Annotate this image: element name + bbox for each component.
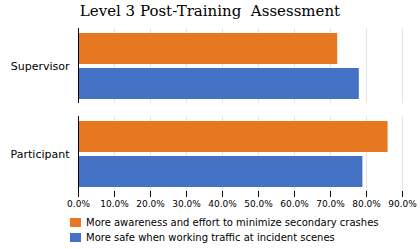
html-text:More safe when working traffic: More safe when working traffic at incide… — [86, 232, 335, 243]
svg-text:Participant: Participant — [11, 148, 71, 161]
svg-text:60.0%: 60.0% — [280, 199, 309, 209]
svg-text:90.0%: 90.0% — [388, 199, 417, 209]
html-text:More awareness and effort to m: More awareness and effort to minimize se… — [86, 217, 379, 228]
html-text:Level 3 Post-Training Assessme: Level 3 Post-Training Assessment — [79, 2, 341, 20]
svg-text:70.0%: 70.0% — [316, 199, 345, 209]
svg-text:0.0%: 0.0% — [67, 199, 90, 209]
svg-text:10.0%: 10.0% — [100, 199, 129, 209]
svg-text:20.0%: 20.0% — [136, 199, 165, 209]
svg-text:50.0%: 50.0% — [244, 199, 273, 209]
svg-text:40.0%: 40.0% — [208, 199, 237, 209]
svg-text:30.0%: 30.0% — [172, 199, 201, 209]
svg-text:80.0%: 80.0% — [352, 199, 381, 209]
svg-text:Supervisor: Supervisor — [11, 60, 70, 73]
